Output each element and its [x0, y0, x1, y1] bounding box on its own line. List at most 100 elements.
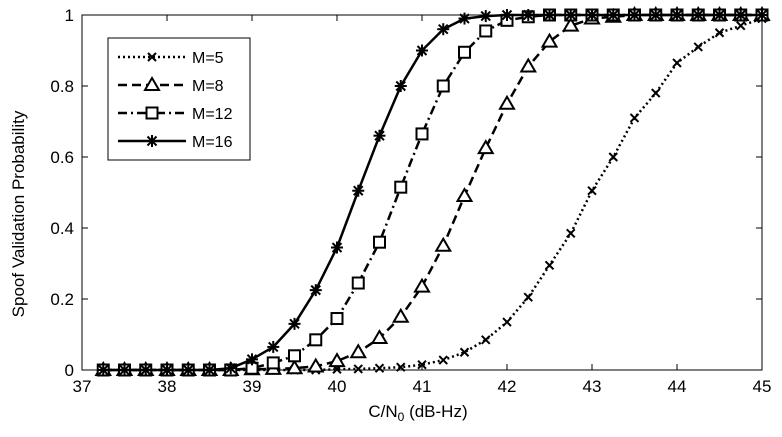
data-point: [479, 10, 492, 23]
series-m-16: [97, 9, 768, 376]
data-point: [373, 129, 386, 142]
y-tick-label: 0: [65, 361, 74, 380]
y-tick-label: 1: [65, 6, 74, 25]
data-point: [502, 317, 512, 327]
x-tick-label: 41: [413, 377, 432, 396]
legend-marker: [145, 106, 159, 120]
data-point: [396, 362, 406, 372]
data-point: [498, 94, 516, 110]
data-point: [438, 355, 448, 365]
x-axis-label: C/N0 (dB-Hz): [368, 402, 467, 424]
legend-marker: [146, 135, 158, 147]
data-point: [692, 9, 705, 21]
data-point: [288, 349, 301, 363]
data-point: [436, 79, 450, 93]
data-point: [267, 340, 280, 353]
data-point: [522, 9, 535, 21]
x-tick-label: 38: [158, 377, 177, 396]
data-point: [288, 317, 301, 330]
legend-item: M=5: [118, 50, 224, 67]
data-point: [501, 9, 513, 21]
data-point: [628, 9, 641, 21]
y-tick-label: 0.2: [50, 290, 74, 309]
data-point: [349, 343, 367, 359]
data-point: [564, 9, 577, 21]
legend-box: [107, 37, 251, 161]
data-point: [587, 186, 597, 196]
data-point: [479, 24, 493, 38]
data-point: [330, 312, 344, 326]
data-point: [373, 235, 386, 249]
data-point: [413, 277, 431, 293]
data-point: [693, 42, 703, 52]
data-point: [608, 152, 618, 162]
data-point: [713, 9, 726, 21]
data-point: [415, 127, 429, 141]
y-tick-label: 0.4: [50, 219, 74, 238]
data-point: [224, 362, 237, 375]
x-tick-label: 45: [753, 377, 772, 396]
data-point: [544, 260, 555, 270]
data-point: [394, 180, 408, 194]
data-point: [543, 9, 556, 21]
data-point: [481, 335, 491, 345]
legend: M=5 M=8 M=12 M=16: [107, 37, 251, 161]
data-point: [671, 9, 683, 21]
data-point: [437, 23, 450, 36]
legend-label: M=5: [192, 50, 224, 67]
data-point: [523, 292, 533, 302]
legend-marker: [147, 52, 157, 62]
data-point: [756, 9, 768, 21]
data-point: [309, 333, 323, 347]
data-point: [714, 28, 725, 38]
data-point: [374, 363, 385, 373]
data-point: [203, 364, 216, 376]
data-point: [285, 359, 304, 375]
data-point: [394, 80, 407, 92]
data-point: [519, 57, 537, 73]
legend-item: M=12: [118, 106, 233, 123]
x-tick-label: 37: [73, 377, 92, 396]
legend-label: M=16: [192, 134, 233, 151]
data-point: [586, 9, 598, 21]
data-point: [392, 307, 410, 323]
legend-label: M=8: [192, 78, 224, 95]
data-point: [307, 357, 325, 373]
data-point: [458, 12, 471, 25]
y-tick-label: 0.8: [50, 77, 74, 96]
data-point: [161, 364, 173, 376]
data-point: [309, 284, 322, 297]
data-point: [651, 88, 661, 98]
data-point: [458, 45, 471, 59]
data-point: [455, 187, 474, 203]
x-tick-label: 42: [498, 377, 517, 396]
data-point: [328, 352, 346, 368]
data-point: [416, 44, 428, 57]
data-point: [459, 347, 470, 357]
data-point: [566, 228, 576, 239]
data-point: [351, 276, 365, 290]
data-point: [417, 359, 427, 370]
y-axis-label: Spoof Validation Probability: [9, 110, 28, 317]
legend-item: M=16: [118, 134, 233, 151]
data-point: [118, 364, 131, 376]
data-point: [434, 236, 452, 252]
data-point: [540, 32, 559, 48]
data-point: [331, 241, 343, 254]
data-point: [607, 9, 620, 21]
data-point: [736, 20, 746, 31]
legend-marker: [143, 76, 161, 91]
y-tick-label: 0.6: [50, 148, 74, 167]
data-point: [562, 16, 580, 32]
data-point: [182, 364, 195, 376]
data-point: [629, 113, 640, 123]
legend-label: M=12: [192, 106, 233, 123]
data-point: [266, 356, 280, 370]
data-point: [649, 9, 662, 21]
x-tick-label: 43: [583, 377, 602, 396]
data-point: [353, 364, 363, 374]
legend-item: M=8: [118, 76, 224, 95]
x-tick-label: 40: [328, 377, 347, 396]
